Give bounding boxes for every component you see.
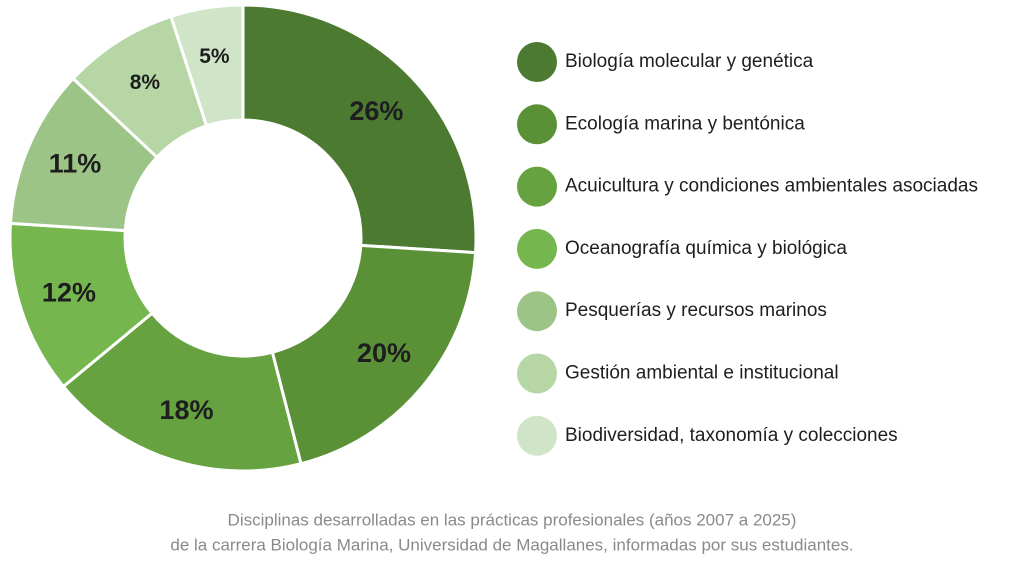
donut-slice [61, 311, 303, 473]
caption-line: Disciplinas desarrolladas en las práctic… [228, 510, 797, 529]
legend-label: Ecología marina y bentónica [565, 113, 805, 134]
legend-swatch [517, 353, 557, 394]
legend-label: Biodiversidad, taxonomía y colecciones [565, 425, 898, 446]
legend-label: Oceanografía química y biológica [565, 238, 847, 259]
legend-label: Pesquerías y recursos marinos [565, 300, 827, 321]
slice-label: 26% [349, 96, 403, 126]
slice-label: 18% [159, 395, 213, 425]
donut-slice [270, 243, 478, 466]
legend-label: Biología molecular y genética [565, 51, 814, 72]
donut-slice [241, 3, 478, 255]
legend-swatch [517, 291, 557, 332]
slice-label: 20% [357, 338, 411, 368]
donut-slice [169, 3, 245, 128]
legend-swatch [517, 228, 557, 269]
slice-label: 11% [49, 148, 102, 178]
legend-swatch [517, 42, 557, 82]
legend-swatch [517, 415, 557, 456]
slice-label: 8% [130, 71, 161, 94]
legend-label: Acuicultura y condiciones ambientales as… [565, 176, 978, 197]
legend-swatch [517, 104, 557, 145]
caption-line: de la carrera Biología Marina, Universid… [170, 535, 853, 554]
slice-label: 5% [199, 45, 230, 68]
legend-label: Gestión ambiental e institucional [565, 363, 839, 384]
slice-label: 12% [42, 278, 96, 308]
legend-swatch [517, 166, 557, 207]
